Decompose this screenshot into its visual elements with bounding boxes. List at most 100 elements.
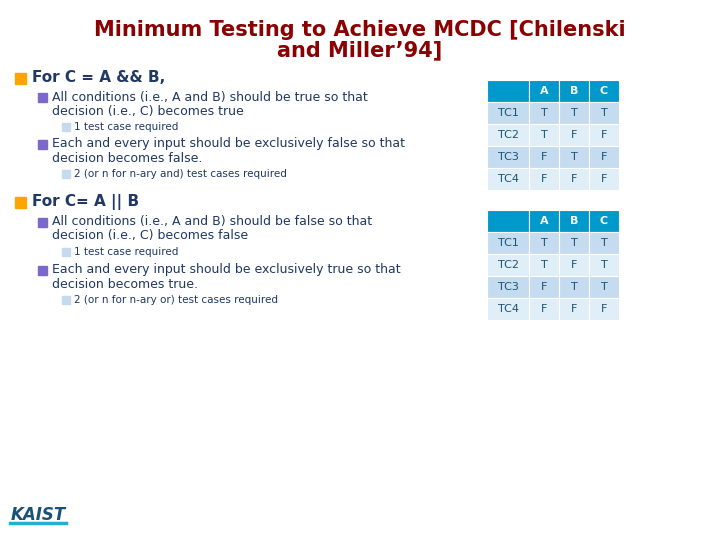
Text: B: B (570, 216, 578, 226)
Text: F: F (600, 174, 607, 184)
Bar (487, 168, 529, 190)
Text: T: T (571, 238, 577, 248)
Text: decision becomes false.: decision becomes false. (52, 152, 202, 165)
Text: T: T (541, 108, 547, 118)
Text: F: F (571, 174, 577, 184)
Text: C: C (600, 86, 608, 96)
Bar (38, 140, 47, 149)
Bar (559, 124, 589, 146)
Bar (529, 80, 559, 102)
Text: and Miller’94]: and Miller’94] (277, 40, 443, 60)
Bar (529, 254, 559, 276)
Bar (487, 232, 529, 254)
Text: 1 test case required: 1 test case required (74, 247, 179, 257)
Bar (559, 210, 589, 232)
Text: decision becomes true.: decision becomes true. (52, 278, 198, 291)
Bar (529, 210, 559, 232)
Text: TC1: TC1 (498, 238, 518, 248)
Bar (38, 266, 47, 275)
Text: T: T (571, 108, 577, 118)
Text: TC4: TC4 (498, 304, 518, 314)
Text: For C= A || B: For C= A || B (32, 194, 139, 210)
Bar (487, 276, 529, 298)
Text: TC2: TC2 (498, 260, 518, 270)
Bar (559, 232, 589, 254)
Bar (559, 146, 589, 168)
Bar (15, 72, 26, 84)
Text: T: T (600, 260, 608, 270)
Bar (487, 124, 529, 146)
Text: F: F (541, 174, 547, 184)
Bar (589, 168, 619, 190)
Bar (529, 146, 559, 168)
Bar (589, 210, 619, 232)
Text: TC3: TC3 (498, 282, 518, 292)
Bar (62, 296, 70, 304)
Text: All conditions (i.e., A and B) should be false so that: All conditions (i.e., A and B) should be… (52, 215, 372, 228)
Text: For C = A && B,: For C = A && B, (32, 71, 166, 85)
Bar (589, 298, 619, 320)
Text: F: F (541, 152, 547, 162)
Text: F: F (571, 304, 577, 314)
Bar (559, 102, 589, 124)
Text: Each and every input should be exclusively false so that: Each and every input should be exclusive… (52, 138, 405, 151)
Bar (589, 232, 619, 254)
Bar (529, 276, 559, 298)
Text: T: T (541, 130, 547, 140)
Bar (38, 218, 47, 227)
Bar (529, 298, 559, 320)
Bar (589, 254, 619, 276)
Text: F: F (571, 260, 577, 270)
Text: KAIST: KAIST (10, 506, 66, 524)
Text: T: T (571, 152, 577, 162)
Text: T: T (541, 238, 547, 248)
Bar (62, 170, 70, 178)
Text: F: F (541, 282, 547, 292)
Text: F: F (600, 304, 607, 314)
Text: 2 (or n for n-ary and) test cases required: 2 (or n for n-ary and) test cases requir… (74, 169, 287, 179)
Text: T: T (571, 282, 577, 292)
Text: F: F (600, 130, 607, 140)
Text: F: F (571, 130, 577, 140)
Bar (589, 80, 619, 102)
Text: decision (i.e., C) becomes false: decision (i.e., C) becomes false (52, 230, 248, 242)
Bar (38, 93, 47, 102)
Bar (559, 254, 589, 276)
Text: Minimum Testing to Achieve MCDC [Chilenski: Minimum Testing to Achieve MCDC [Chilens… (94, 20, 626, 40)
Text: T: T (600, 282, 608, 292)
Text: Each and every input should be exclusively true so that: Each and every input should be exclusive… (52, 264, 400, 276)
Text: T: T (600, 108, 608, 118)
Bar (589, 102, 619, 124)
Bar (487, 146, 529, 168)
Bar (559, 298, 589, 320)
Bar (589, 276, 619, 298)
Text: TC3: TC3 (498, 152, 518, 162)
Bar (559, 80, 589, 102)
Bar (487, 298, 529, 320)
Bar (62, 248, 70, 256)
Text: decision (i.e., C) becomes true: decision (i.e., C) becomes true (52, 105, 244, 118)
Bar (559, 276, 589, 298)
Bar (487, 254, 529, 276)
Text: T: T (541, 260, 547, 270)
Bar (529, 102, 559, 124)
Bar (529, 124, 559, 146)
Text: A: A (540, 86, 549, 96)
Text: TC2: TC2 (498, 130, 518, 140)
Text: F: F (541, 304, 547, 314)
Bar (589, 124, 619, 146)
Bar (529, 168, 559, 190)
Bar (487, 210, 529, 232)
Bar (62, 123, 70, 131)
Bar (487, 80, 529, 102)
Text: A: A (540, 216, 549, 226)
Bar (559, 168, 589, 190)
Text: C: C (600, 216, 608, 226)
Bar (487, 102, 529, 124)
Text: T: T (600, 238, 608, 248)
Bar (589, 146, 619, 168)
Text: TC1: TC1 (498, 108, 518, 118)
Text: B: B (570, 86, 578, 96)
Text: F: F (600, 152, 607, 162)
Text: 2 (or n for n-ary or) test cases required: 2 (or n for n-ary or) test cases require… (74, 295, 278, 305)
